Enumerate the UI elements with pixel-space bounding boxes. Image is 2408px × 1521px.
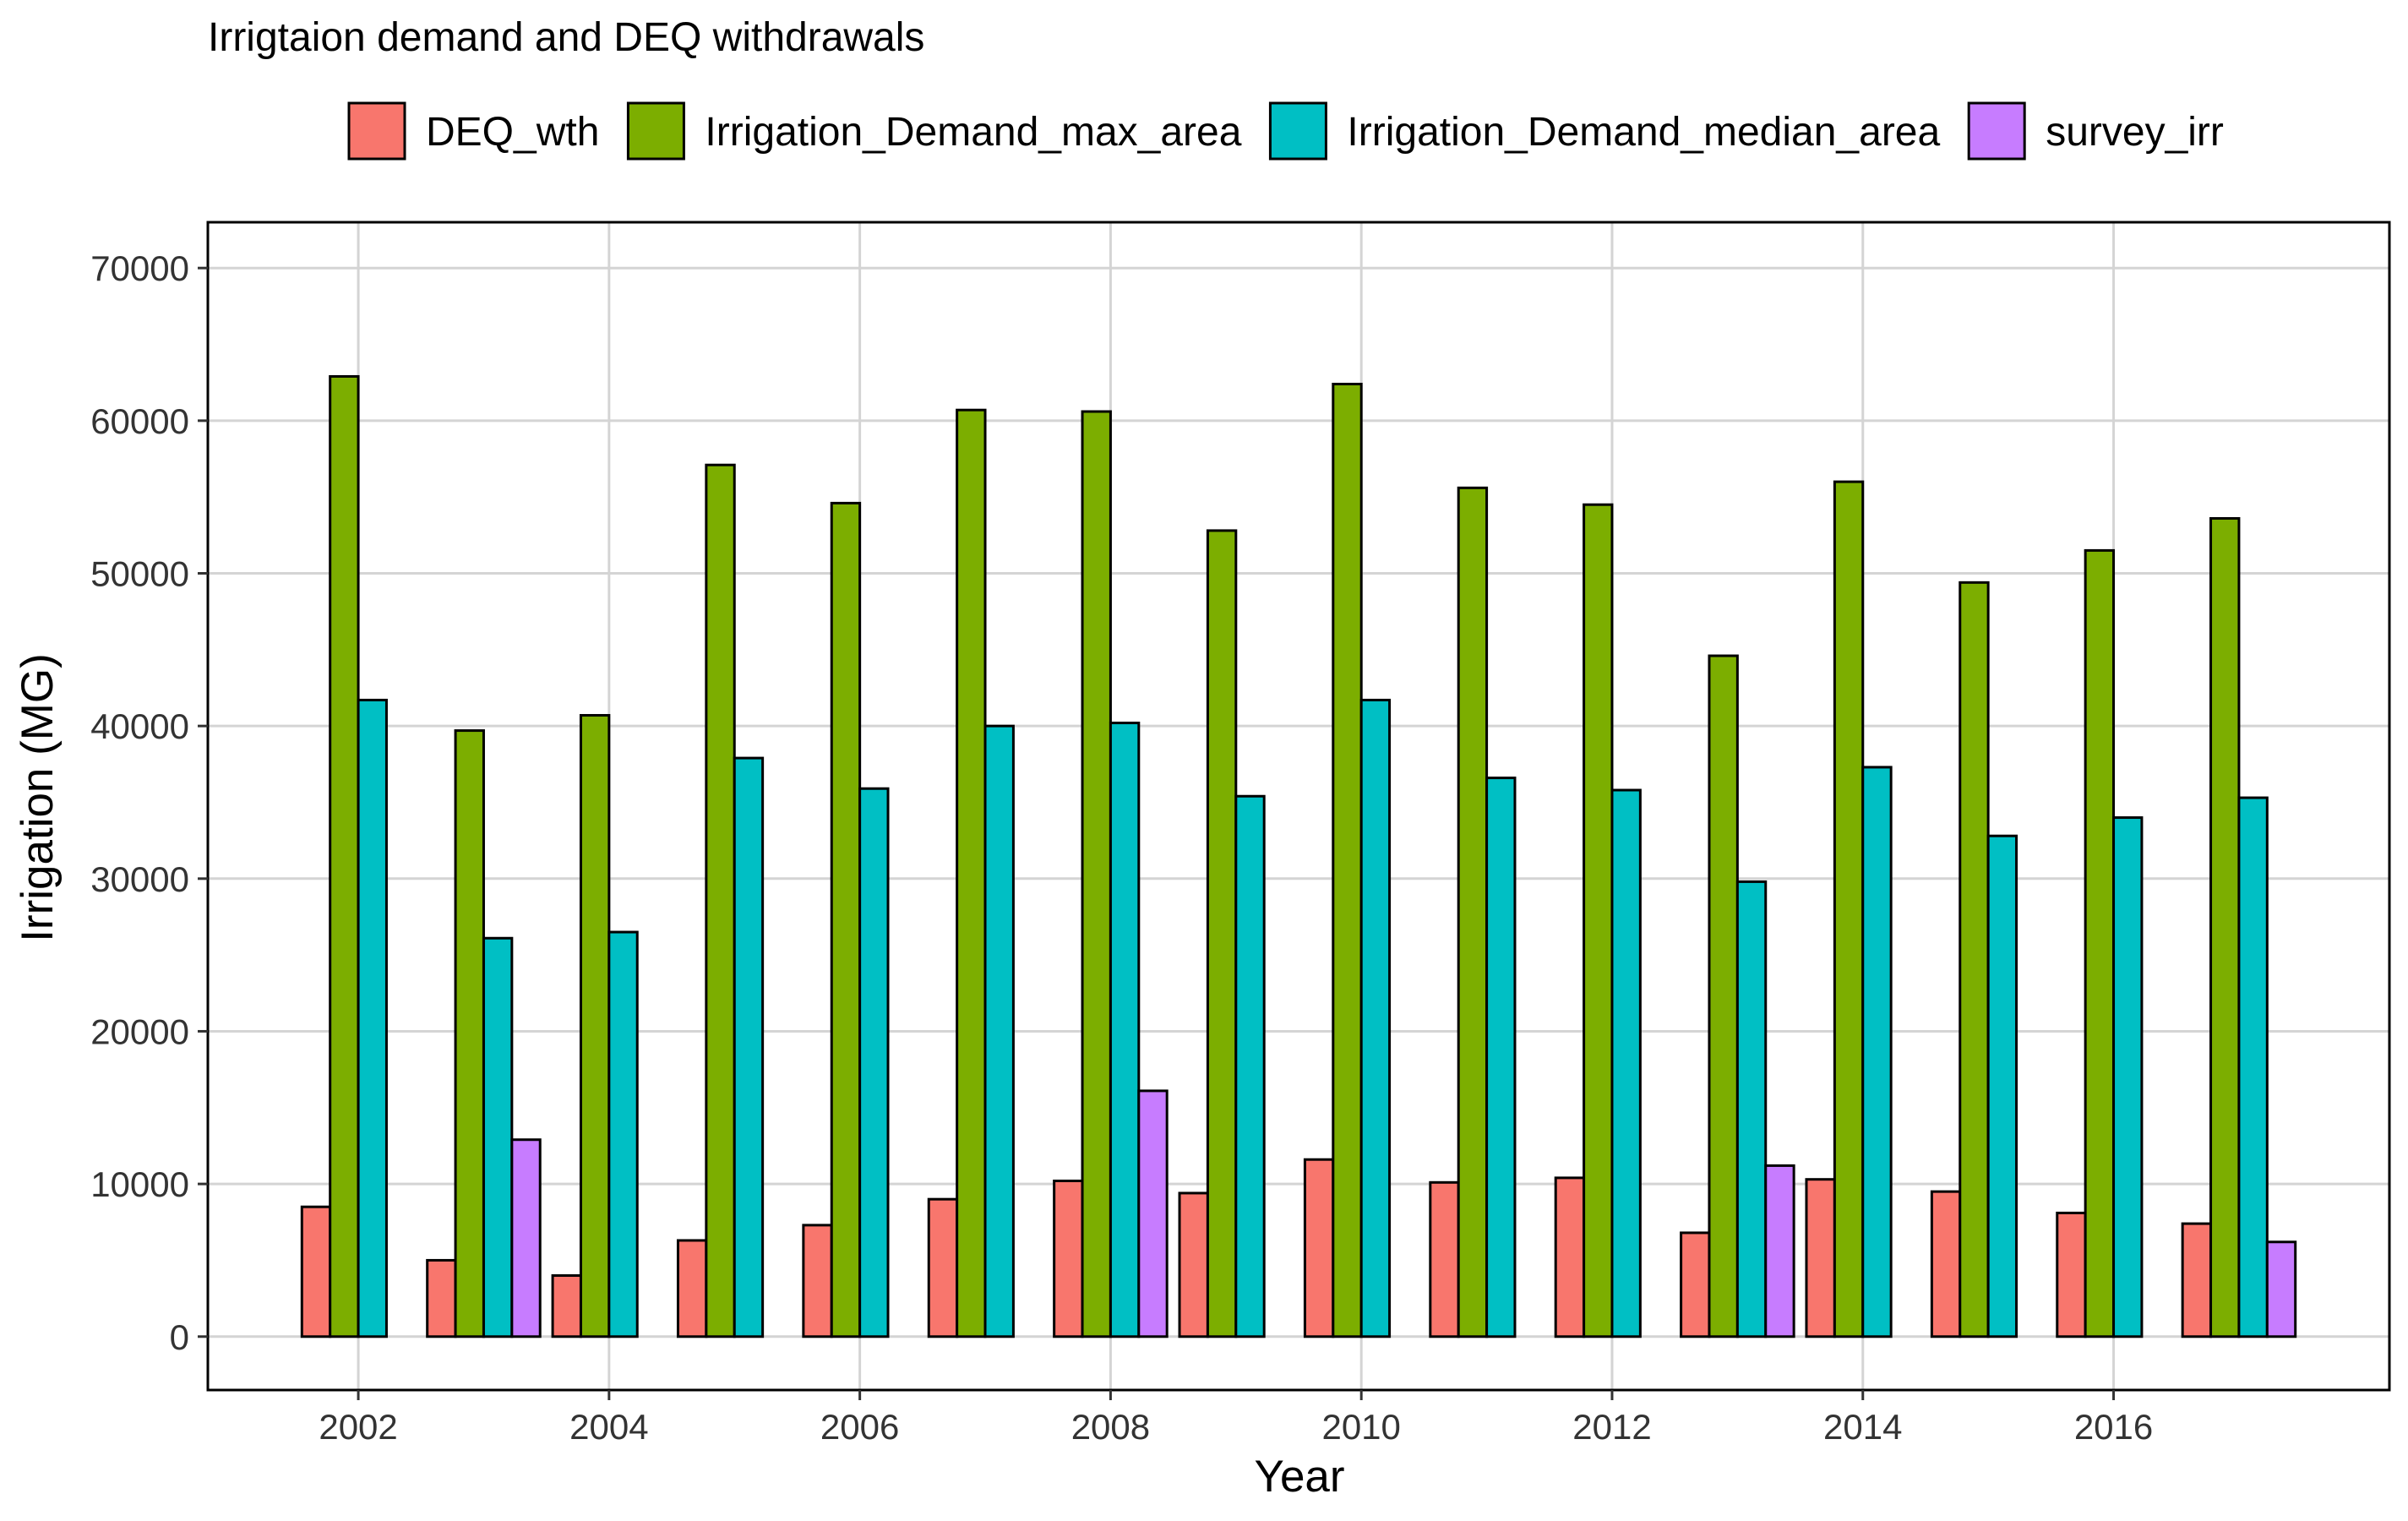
bar <box>830 501 862 1338</box>
bar <box>1234 794 1266 1338</box>
x-tick-label: 2014 <box>1823 1407 1902 1447</box>
legend-label: Irrigation_Demand_median_area <box>1347 110 1940 155</box>
y-tick-label: 40000 <box>90 706 189 746</box>
bar <box>2237 796 2269 1338</box>
y-tick-label: 10000 <box>90 1164 189 1204</box>
bar <box>1485 777 1517 1338</box>
bar <box>579 714 611 1338</box>
bar <box>733 756 765 1338</box>
bar <box>551 1274 582 1338</box>
bar <box>1554 1176 1586 1338</box>
legend-key <box>1967 101 2026 161</box>
bar <box>1206 529 1238 1338</box>
bar <box>927 1197 959 1338</box>
bar <box>510 1138 542 1338</box>
bar <box>2209 516 2241 1338</box>
y-tick-label: 50000 <box>90 554 189 594</box>
x-tick-label: 2012 <box>1572 1407 1651 1447</box>
y-axis-title: Irrigation (MG) <box>13 653 63 942</box>
bar <box>329 374 360 1338</box>
x-axis-title: Year <box>1254 1452 1344 1502</box>
bar <box>983 724 1015 1338</box>
bar <box>2084 548 2116 1338</box>
bar <box>1081 410 1112 1338</box>
bar <box>1137 1089 1169 1338</box>
bar <box>1583 503 1614 1338</box>
bar <box>1178 1191 1209 1338</box>
y-tick-label: 70000 <box>90 248 189 288</box>
bar <box>858 787 890 1338</box>
chart-title: Irrigtaion demand and DEQ withdrawals <box>208 15 924 60</box>
bar <box>1359 698 1392 1338</box>
bar <box>676 1239 708 1338</box>
bar <box>1303 1158 1335 1338</box>
x-tick-label: 2002 <box>319 1407 397 1447</box>
legend-label: DEQ_wth <box>426 110 599 155</box>
bar <box>2181 1222 2213 1338</box>
bar <box>357 698 388 1338</box>
x-tick-label: 2004 <box>569 1407 648 1447</box>
x-tick-label: 2010 <box>1321 1407 1400 1447</box>
y-axis: 0 10000 20000 30000 40000 50000 60000 70000 <box>90 248 208 1357</box>
bar <box>1805 1178 1836 1338</box>
bar <box>1764 1164 1795 1338</box>
bar <box>2265 1240 2297 1338</box>
bar <box>300 1205 332 1338</box>
bar <box>1610 788 1642 1338</box>
y-tick-label: 30000 <box>90 859 189 899</box>
bar <box>1429 1180 1460 1338</box>
bar <box>1930 1190 1962 1338</box>
bar <box>2112 816 2144 1338</box>
bars <box>300 374 2297 1338</box>
bar <box>2056 1211 2087 1338</box>
legend-label: survey_irr <box>2046 110 2224 155</box>
x-axis: 2002 2004 2006 2008 2010 2012 2014 2016 <box>319 1390 2153 1447</box>
bar <box>426 1258 457 1338</box>
bar <box>1053 1180 1084 1338</box>
bar <box>1457 486 1489 1338</box>
bar <box>607 930 639 1338</box>
legend-key <box>626 101 685 161</box>
bar <box>1959 581 1990 1338</box>
legend-key <box>1268 101 1327 161</box>
x-tick-label: 2008 <box>1071 1407 1150 1447</box>
legend-label: Irrigation_Demand_max_area <box>705 110 1241 155</box>
x-tick-label: 2006 <box>820 1407 899 1447</box>
legend: DEQ_wth Irrigation_Demand_max_area Irrigat… <box>347 101 2224 161</box>
bar <box>1861 766 1893 1338</box>
legend-key <box>347 101 406 161</box>
bar <box>1708 654 1739 1338</box>
bar <box>454 729 485 1338</box>
bar <box>1109 722 1141 1338</box>
bar <box>956 408 987 1338</box>
y-tick-label: 60000 <box>90 401 189 441</box>
bar <box>802 1224 833 1338</box>
bar <box>1680 1231 1711 1338</box>
y-tick-label: 0 <box>170 1317 189 1357</box>
x-tick-label: 2016 <box>2074 1407 2153 1447</box>
y-tick-label: 20000 <box>90 1011 189 1051</box>
bar <box>1332 382 1363 1338</box>
bar <box>1735 880 1768 1338</box>
bar <box>1986 834 2018 1338</box>
bar <box>482 936 514 1338</box>
plot-panel <box>206 221 2391 1392</box>
bar <box>1833 480 1865 1338</box>
bar <box>705 463 736 1338</box>
